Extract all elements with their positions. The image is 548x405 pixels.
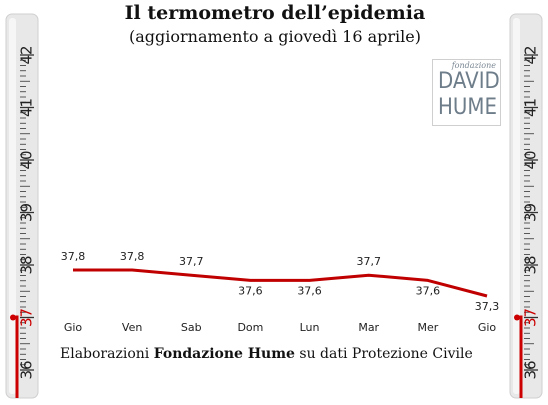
logo-hume-text: HUME — [438, 95, 497, 120]
x-tick-label: Mar — [358, 321, 379, 334]
x-tick-label: Gio — [478, 321, 497, 334]
thermometer-label-39: 39 — [18, 203, 36, 222]
thermometer-label-42: 42 — [522, 45, 540, 64]
line-plot: 37,8 37,8 37,7 37,6 37,6 37,7 37,6 37,3 Gio Ven Sa… — [61, 250, 500, 334]
x-tick-label: Mer — [417, 321, 438, 334]
thermometer-label-42: 42 — [18, 45, 36, 64]
thermometer-label-40: 40 — [18, 150, 36, 169]
x-tick-label: Lun — [300, 321, 320, 334]
thermometer-mercury-marker — [10, 314, 16, 321]
thermometer-label-37: 37 — [522, 308, 540, 327]
thermometer-highlight — [513, 18, 520, 394]
chart-title: Il termometro dell’epidemia — [124, 2, 426, 24]
data-label: 37,7 — [356, 255, 381, 268]
thermometer-highlight — [9, 18, 16, 394]
thermometer-left: 36 37 38 39 40 41 42 — [5, 13, 39, 399]
thermometer-label-36: 36 — [522, 360, 540, 379]
x-tick-label: Gio — [64, 321, 83, 334]
thermometer-label-39: 39 — [522, 203, 540, 222]
caption-suffix: su dati Protezione Civile — [294, 346, 473, 362]
caption-prefix: Elaborazioni — [60, 346, 154, 362]
chart-subtitle: (aggiornamento a giovedì 16 aprile) — [129, 27, 421, 46]
logo-david-text: DAVID — [438, 69, 500, 94]
thermometer-label-41: 41 — [522, 98, 540, 117]
thermometer-label-41: 41 — [18, 98, 36, 117]
data-label: 37,8 — [61, 250, 86, 263]
fondazione-hume-logo: fondazione DAVID HUME — [432, 59, 501, 126]
data-label: 37,6 — [416, 284, 441, 297]
x-tick-label: Dom — [237, 321, 263, 334]
thermometer-label-37: 37 — [18, 308, 36, 327]
data-label: 37,7 — [179, 255, 204, 268]
thermometer-mercury-marker — [514, 314, 520, 321]
logo-fondazione-text: fondazione — [451, 61, 496, 70]
source-caption: Elaborazioni Fondazione Hume su dati Pro… — [60, 346, 473, 362]
thermometer-label-40: 40 — [522, 150, 540, 169]
data-label: 37,6 — [297, 284, 322, 297]
thermometer-right: 36 37 38 39 40 41 42 — [509, 13, 543, 399]
data-label: 37,6 — [238, 284, 263, 297]
data-label: 37,8 — [120, 250, 145, 263]
x-tick-label: Sab — [181, 321, 202, 334]
caption-bold: Fondazione Hume — [153, 346, 295, 362]
thermometer-label-38: 38 — [522, 255, 540, 274]
x-tick-label: Ven — [122, 321, 142, 334]
series-line — [73, 268, 488, 298]
thermometer-label-38: 38 — [18, 255, 36, 274]
thermometer-label-36: 36 — [18, 360, 36, 379]
data-label: 37,3 — [475, 300, 500, 313]
